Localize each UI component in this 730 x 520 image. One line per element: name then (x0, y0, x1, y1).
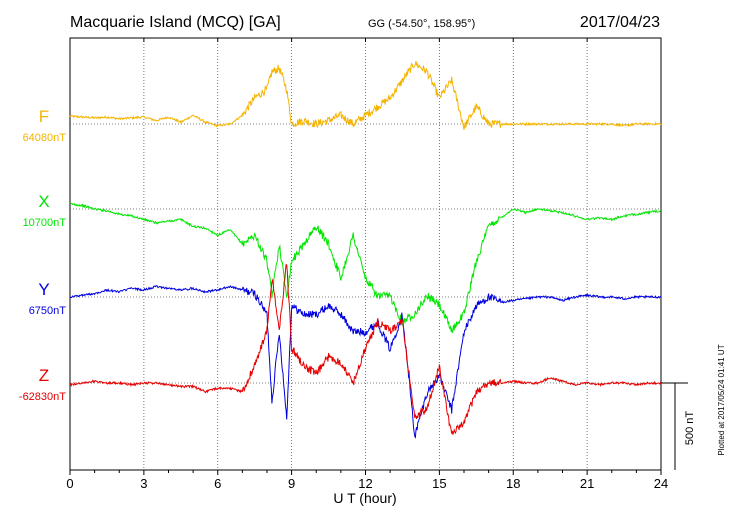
series-group (69, 60, 662, 439)
grid (70, 38, 661, 470)
series-line-X (69, 202, 662, 334)
series-line-Z (69, 263, 662, 435)
series-baseline-Y: 6750nT (29, 305, 67, 317)
coords-label: GG (-54.50°, 158.95°) (368, 18, 475, 30)
series-labels: F 64080nT X 10700nT Y 6750nT Z -62830nT (19, 107, 66, 403)
x-axis: 0 3 6 9 12 15 18 21 24 (66, 38, 668, 491)
series-baseline-F: 64080nT (23, 132, 67, 144)
x-axis-label: U T (hour) (333, 490, 396, 506)
series-baseline-Z: -62830nT (19, 391, 66, 403)
series-name-X: X (38, 192, 49, 211)
series-name-F: F (39, 107, 49, 126)
x-tick-label: 9 (288, 476, 295, 491)
x-tick-label: 3 (140, 476, 147, 491)
x-tick-label: 21 (580, 476, 594, 491)
x-tick-label: 24 (654, 476, 668, 491)
plotted-timestamp: Plotted at 2017/05/24 01:41 UT (717, 344, 726, 455)
series-line-Y (69, 284, 662, 439)
x-tick-label: 15 (432, 476, 446, 491)
station-title: Macquarie Island (MCQ) [GA] (70, 14, 281, 31)
date-label: 2017/04/23 (580, 14, 660, 31)
series-line-F (69, 60, 662, 130)
series-baseline-X: 10700nT (23, 217, 67, 229)
x-tick-label: 6 (214, 476, 221, 491)
x-tick-label: 0 (66, 476, 73, 491)
series-name-Z: Z (39, 366, 49, 385)
scale-bar-label: 500 nT (684, 411, 696, 446)
scale-bar: 500 nT (661, 382, 696, 470)
x-tick-label: 12 (358, 476, 372, 491)
series-name-Y: Y (38, 280, 49, 299)
x-tick-label: 18 (506, 476, 520, 491)
